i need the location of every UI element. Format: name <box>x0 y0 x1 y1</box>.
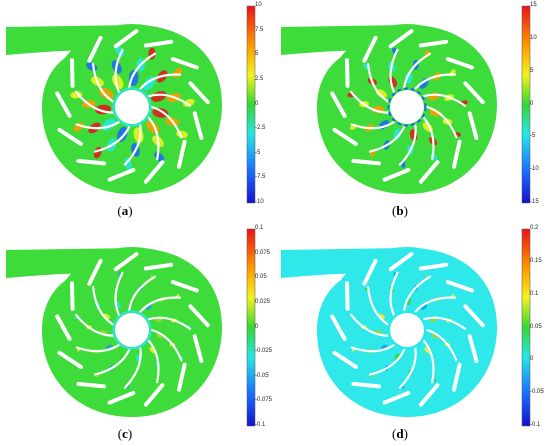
colorbar <box>521 228 531 427</box>
colorbar-tick-label: -0.025 <box>255 348 273 355</box>
colorbar-tick-label: 0.15 <box>530 257 542 264</box>
colorbar <box>521 5 531 204</box>
hub-ring <box>387 87 427 127</box>
colorbar-tick-label: -7.5 <box>255 174 266 181</box>
caption-paren-open: ( <box>117 203 122 218</box>
hub <box>115 90 149 124</box>
contour-plot <box>6 5 256 204</box>
colorbar-tick-label: -0.05 <box>530 389 544 396</box>
hub-ring <box>387 310 427 350</box>
caption-letter: a <box>121 203 129 218</box>
colorbar-tick-label: -0.05 <box>255 372 269 379</box>
colorbar-tick-label: 7.5 <box>255 26 264 33</box>
guide-vanes <box>330 252 485 407</box>
caption-letter: d <box>396 426 404 441</box>
hub <box>390 313 424 347</box>
colorbar-tick-label: 5 <box>530 67 534 74</box>
colorbar-tick-label: 10 <box>530 34 537 41</box>
colorbar-tick-label: 15 <box>530 2 537 8</box>
impeller-blades <box>74 48 192 166</box>
hub <box>390 90 424 124</box>
colorbar-tick-label: 0.2 <box>530 225 539 231</box>
contour-panel-1: 10 7.5 5 2.5 0 -2.5 -5 -7.5 -10 (a) <box>0 0 275 223</box>
colorbar <box>246 5 256 204</box>
contour-panel-4: 0.2 0.15 0.1 0.05 0 -0.05 -0.1 (d) <box>275 223 550 446</box>
guide-vanes <box>330 29 485 184</box>
caption-paren-open: ( <box>117 426 123 441</box>
colorbar-tick-label: 10 <box>255 2 262 8</box>
colorbar-tick-label: 0.075 <box>255 249 271 256</box>
contour-plot <box>281 5 531 204</box>
contour-plot <box>6 228 256 427</box>
colorbar-tick-label: -0.1 <box>530 422 541 428</box>
impeller-blades <box>349 271 467 389</box>
colorbar-tick-label: -15 <box>530 199 539 205</box>
contour-panel-3: 0.1 0.075 0.05 0.025 0 -0.025 -0.05 -0.075 -0.1 (… <box>0 223 275 446</box>
hub-ring <box>112 310 152 350</box>
colorbar-tick-label: 0.05 <box>255 274 267 281</box>
panel-caption: (b) <box>275 203 525 219</box>
colorbar-tick-label: -5 <box>530 133 536 140</box>
impeller-blades <box>74 271 192 389</box>
caption-paren-open: ( <box>392 426 397 441</box>
caption-paren-close: ) <box>127 426 133 441</box>
contour-plot <box>281 228 531 427</box>
colorbar-tick-label: 0 <box>530 100 534 107</box>
caption-letter: b <box>396 203 404 218</box>
impeller-blades <box>349 48 467 166</box>
caption-paren-open: ( <box>392 203 397 218</box>
colorbar-tick-label: 0.1 <box>530 290 539 297</box>
caption-paren-close: ) <box>128 203 133 218</box>
colorbar-tick-label: 5 <box>255 51 259 58</box>
colorbar <box>246 228 256 427</box>
guide-vanes <box>55 29 210 184</box>
colorbar-tick-label: 0.1 <box>255 225 264 231</box>
hub <box>115 313 149 347</box>
colorbar-tick-label: 0.025 <box>255 298 271 305</box>
guide-vanes <box>55 252 210 407</box>
caption-paren-close: ) <box>403 426 408 441</box>
colorbar-tick-label: 0 <box>530 356 534 363</box>
colorbar-tick-label: -10 <box>530 166 539 173</box>
colorbar-tick-label: 0 <box>255 100 259 107</box>
colorbar-tick-label: 0.05 <box>530 323 542 330</box>
contour-panel-2: 15 10 5 0 -5 -10 -15 (b) <box>275 0 550 223</box>
colorbar-tick-label: -10 <box>255 199 264 205</box>
colorbar-tick-label: -0.075 <box>255 397 273 404</box>
caption-paren-close: ) <box>403 203 408 218</box>
colorbar-tick-label: 2.5 <box>255 75 264 82</box>
hub-ring <box>112 87 152 127</box>
panel-caption: (a) <box>0 203 250 219</box>
caption-letter: c <box>122 426 128 441</box>
colorbar-tick-label: 0 <box>255 323 259 330</box>
colorbar-tick-label: -5 <box>255 149 261 156</box>
panel-caption: (c) <box>0 426 250 442</box>
colorbar-tick-label: -2.5 <box>255 125 266 132</box>
panel-caption: (d) <box>275 426 525 442</box>
colorbar-tick-label: -0.1 <box>255 422 266 428</box>
